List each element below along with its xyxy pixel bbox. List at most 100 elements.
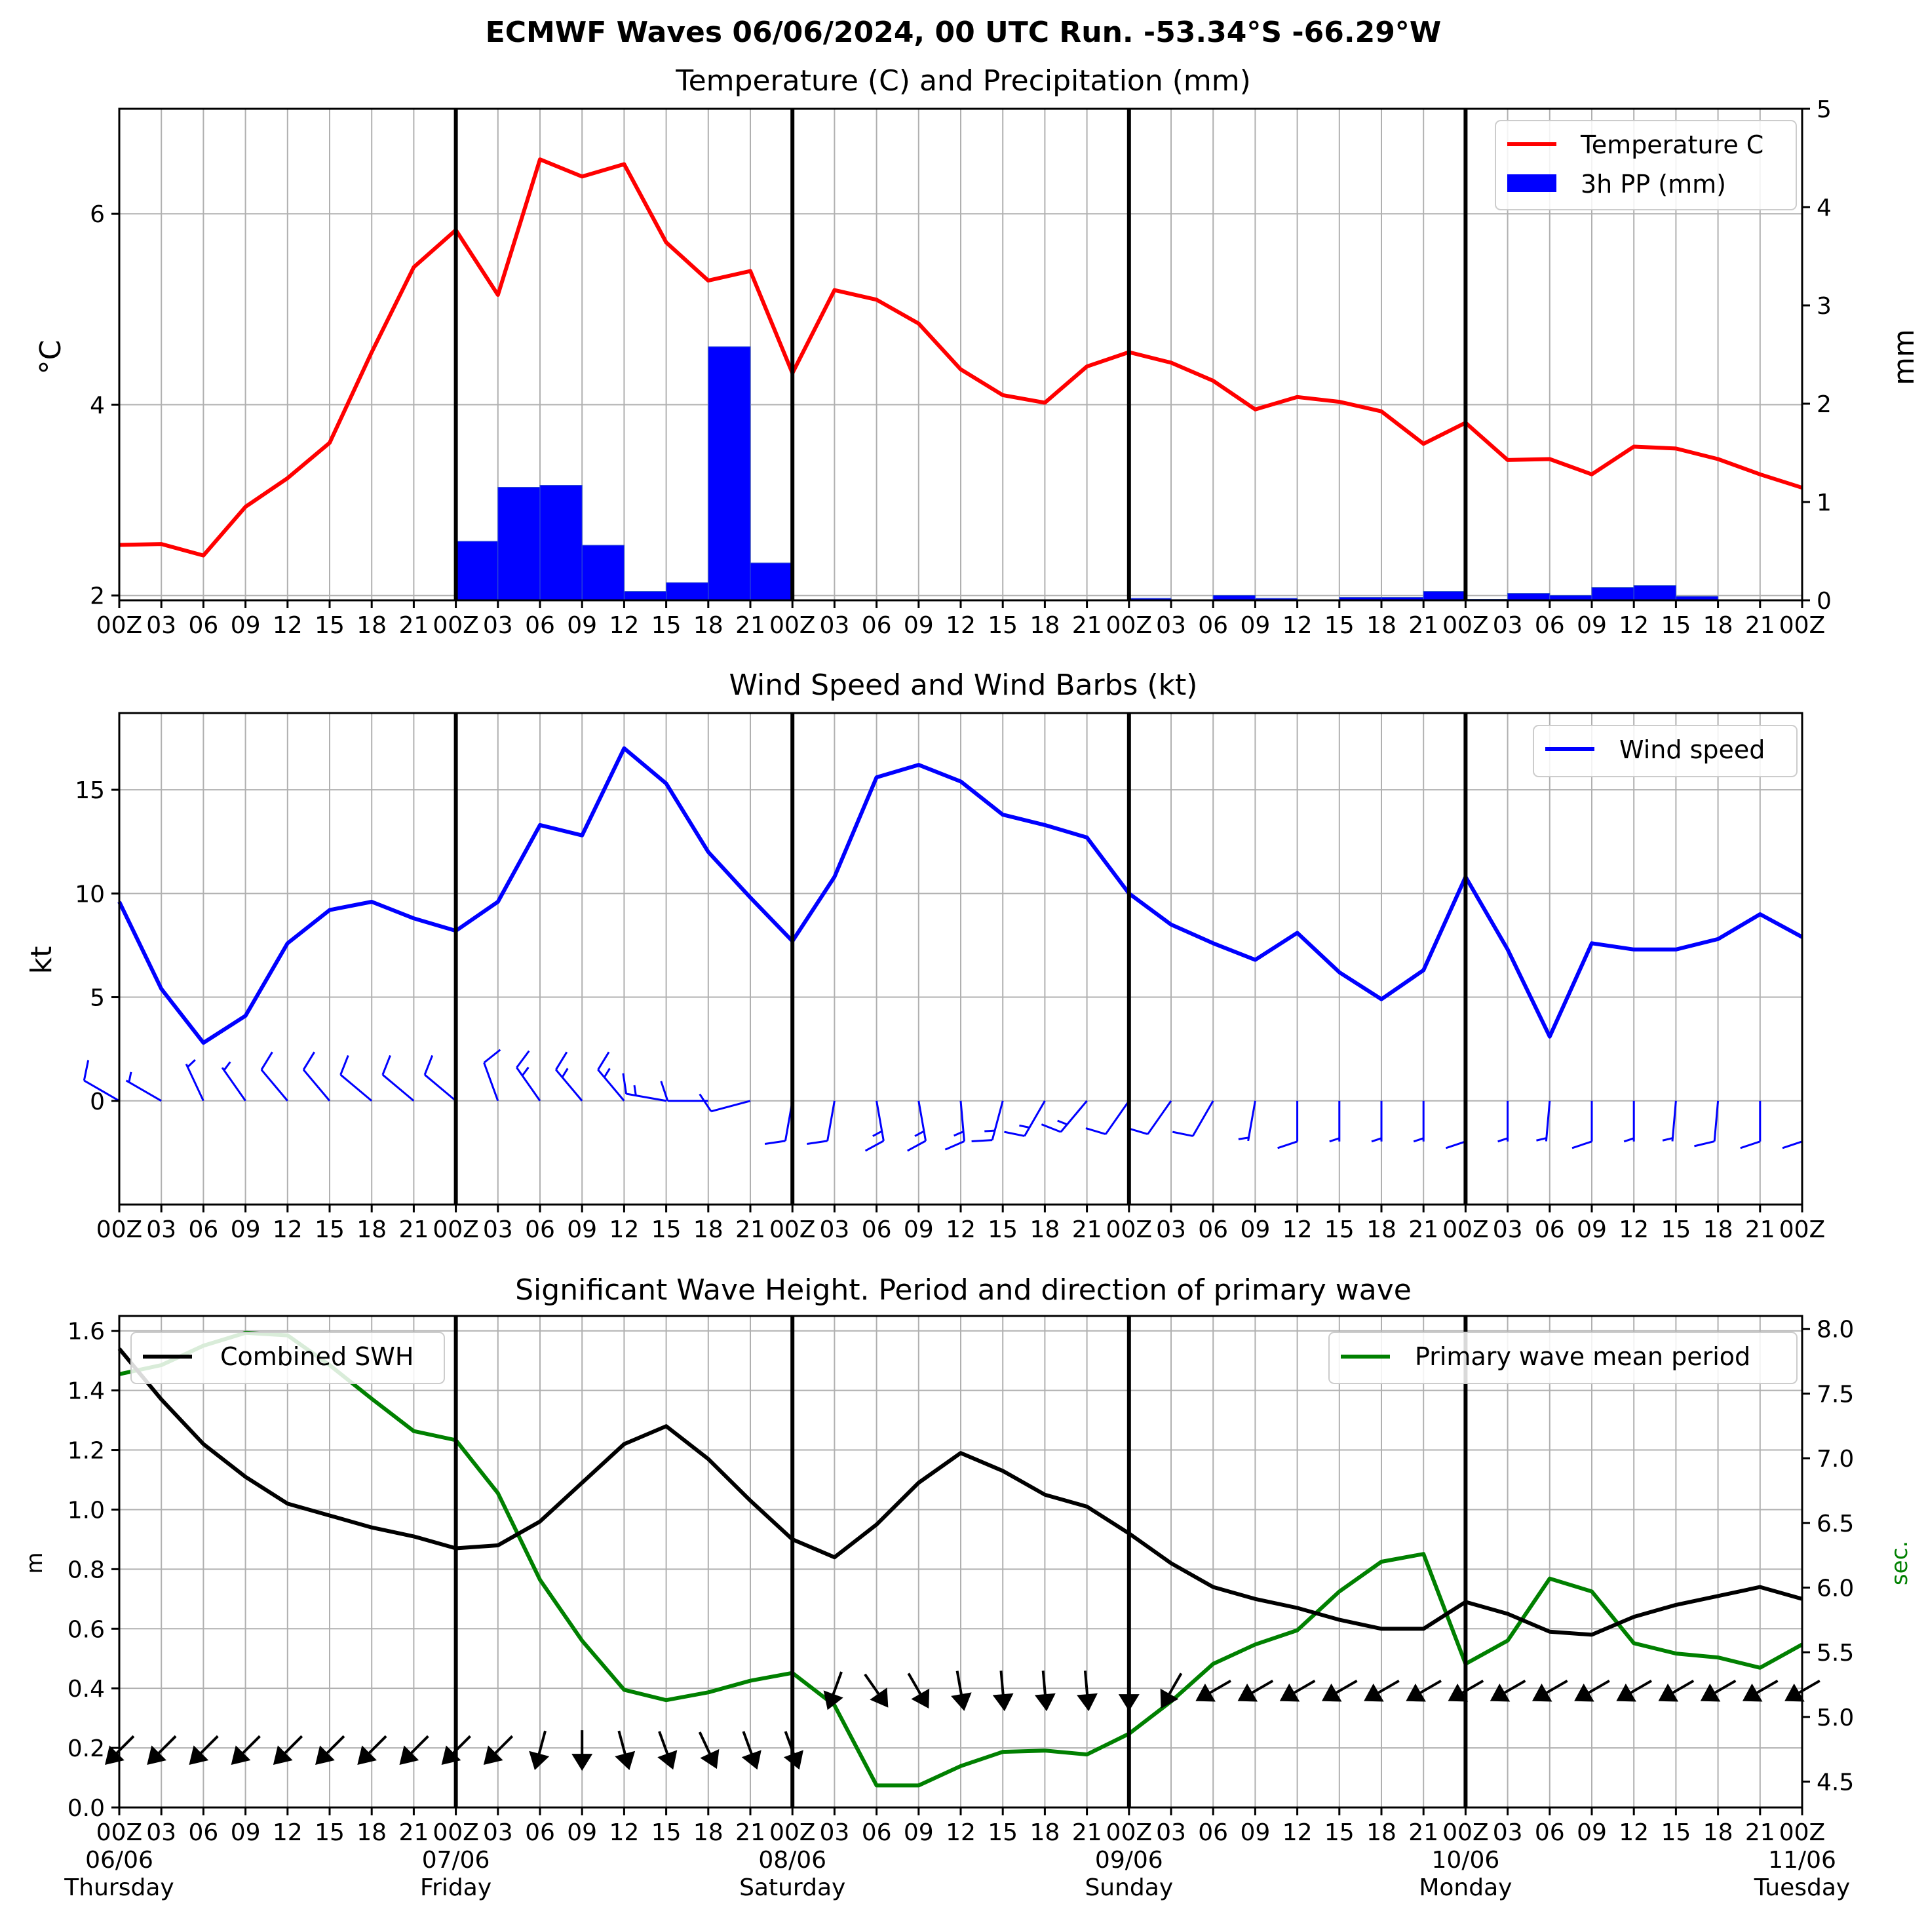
x-tick-label: 00Z [433,1819,478,1846]
wind-barb-staff [917,1100,927,1142]
y-tick-label: 6 [90,201,105,228]
weekday-label: Thursday [64,1874,174,1901]
wind-barb-flag [944,1140,965,1151]
wave-direction-arrow [1616,1679,1653,1702]
x-tick-label: 09 [904,612,934,639]
x-tick-label: 15 [1324,1216,1355,1243]
wind-barb [699,1093,751,1113]
wind-barb [1238,1100,1256,1142]
wind-barb [660,1081,708,1102]
x-tick-label: 03 [1493,1819,1523,1846]
wind-barb-half-flag [872,1130,883,1137]
wave-direction-arrow [1700,1679,1737,1702]
wind-barb-flag [1004,1130,1025,1137]
wave-direction-arrow [1490,1679,1526,1702]
wind-barb-half-flag [1057,1119,1068,1126]
y-tick-label: 1.2 [67,1438,105,1465]
y-ticks: 2 4 6 [90,201,119,610]
x-tick-label: 06 [1535,612,1565,639]
wind-barb-half-flag [1536,1137,1547,1142]
wind-barb-staff [260,1069,288,1102]
x-tick-label: 21 [1408,612,1438,639]
arrow-head [1742,1683,1763,1702]
wind-barb [302,1051,331,1102]
wind-barb-staff [959,1100,965,1142]
grid [119,713,1803,1205]
wind-barb [864,1100,885,1152]
wind-barb-staff [1671,1100,1677,1142]
arrow-head [823,1690,843,1710]
x-tick-label: 06 [525,1819,555,1846]
wind-barb-half-flag [128,1072,132,1083]
swh-line [117,1347,1803,1637]
arrow-head [189,1745,209,1766]
legend: Wind speed [1533,725,1798,777]
wind-barb-flag [1782,1140,1803,1150]
x-tick-label: 12 [609,1216,639,1243]
x-tick-label: 15 [315,612,345,639]
x-tick-label: 00Z [769,612,815,639]
x-tick-label: 09 [904,1819,934,1846]
arrow-head [1034,1693,1056,1712]
y-tick-label-right: 1 [1817,490,1832,516]
x-tick-label: 09 [1577,612,1607,639]
date-label: 09/06 [1095,1847,1163,1874]
x-tick-label: 03 [1493,1216,1523,1243]
panel-title: Temperature (C) and Precipitation (mm) [675,64,1251,98]
wind-barb-half-flag [187,1059,196,1068]
x-tick-label: 18 [1366,612,1396,639]
wind-barb-half-flag [1497,1137,1509,1143]
wave-direction-arrow [1784,1679,1820,1702]
precipitation-bar [666,582,709,601]
wind-barb-half-flag [1019,1124,1030,1129]
wind-barb [1413,1100,1425,1143]
y-tick-label-right: 5 [1817,96,1832,123]
wave-direction-arrow [907,1672,930,1709]
wave-direction-arrow [147,1735,177,1766]
wind-barb-staff [991,1100,1004,1141]
wind-barb-staff [516,1067,541,1102]
x-tick-label: 18 [1030,1216,1060,1243]
x-tick-label: 12 [1619,1819,1649,1846]
wind-barb [1694,1100,1720,1148]
x-tick-label: 03 [1493,612,1523,639]
x-tick-label: 12 [1282,612,1313,639]
x-tick-label: 12 [1619,612,1649,639]
x-tick-label: 15 [315,1216,345,1243]
date-label: 07/06 [422,1847,490,1874]
wind-barb-flag [1740,1140,1761,1150]
wind-barb-staff [185,1063,204,1102]
x-tick-label: 18 [356,612,387,639]
arrow-head [992,1693,1014,1712]
y-tick-label: 15 [75,777,105,804]
wind-barb [516,1050,541,1102]
legend-label-temperature: Temperature C [1580,130,1763,159]
precipitation-bar [1591,587,1634,601]
x-tick-label: 09 [567,1819,597,1846]
wind-barb [1172,1100,1214,1137]
wind-barb-staff [339,1073,373,1102]
x-tick-label: 03 [483,1216,513,1243]
wave-direction-arrow [1364,1679,1400,1702]
x-tick-label: 15 [651,1819,682,1846]
day-separators [453,713,1468,1205]
arrow-head [147,1745,166,1766]
y-axis-label: m [22,1552,48,1574]
y-tick-label-right: 8.0 [1817,1317,1854,1343]
wave-direction-arrow [615,1730,636,1771]
wind-barb-flag [597,1051,610,1071]
wind-barb [1497,1100,1509,1143]
wind-barb-half-flag [1371,1137,1382,1143]
y-tick-label: 5 [90,985,105,1012]
arrow-head [231,1745,251,1766]
x-tick-label: 12 [1282,1819,1313,1846]
x-tick-label: 15 [1324,612,1355,639]
weekday-label: Friday [420,1874,491,1901]
arrow-head [657,1750,678,1770]
wind-barb-staff [381,1073,415,1102]
x-tick-label: 15 [651,612,682,639]
arrow-head [399,1745,419,1766]
wave-direction-arrow [823,1671,843,1710]
wind-barb-flag [516,1050,530,1068]
wave-panel: Significant Wave Height. Period and dire… [22,1273,1913,1901]
